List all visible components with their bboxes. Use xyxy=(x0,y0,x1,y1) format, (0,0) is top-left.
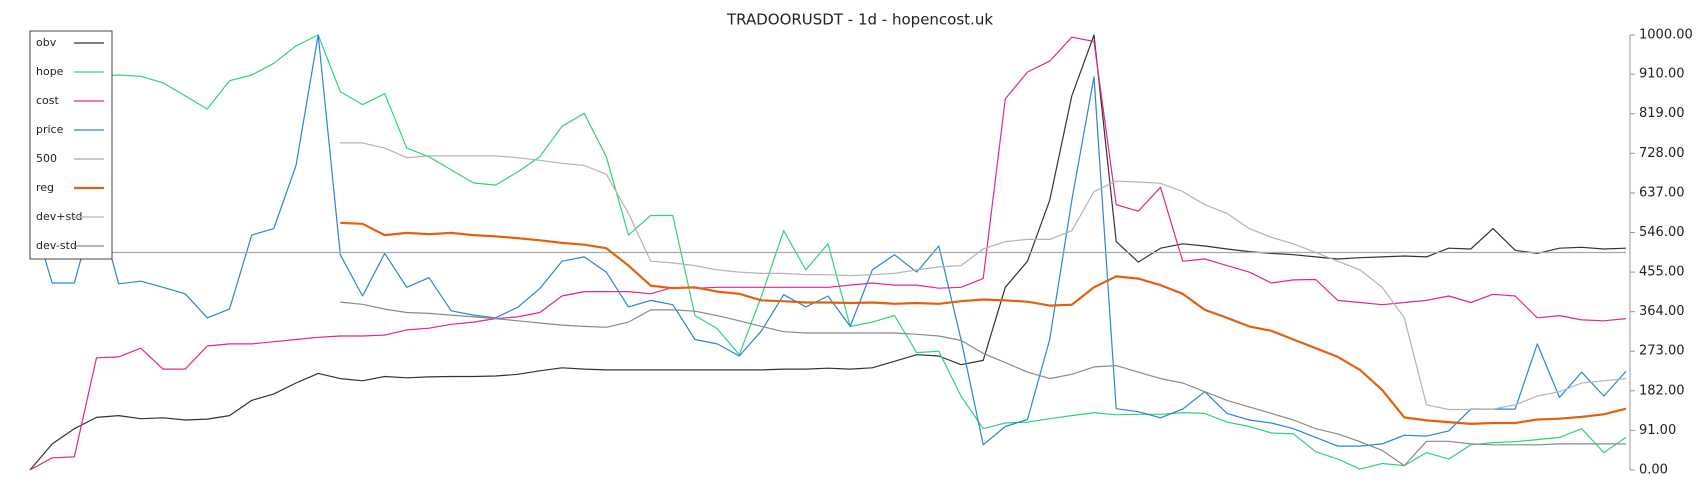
series-line xyxy=(340,221,1627,425)
y-tick-label: 91.00 xyxy=(1639,423,1676,438)
legend-label: reg xyxy=(36,181,54,194)
series-line xyxy=(29,34,1627,447)
y-tick-label: 455.00 xyxy=(1639,265,1685,280)
y-tick-label: 637.00 xyxy=(1639,185,1685,200)
legend-label: dev-std xyxy=(36,239,77,252)
y-tick-label: 910.00 xyxy=(1639,67,1685,82)
y-tick-label: 819.00 xyxy=(1639,106,1685,121)
y-tick-label: 182.00 xyxy=(1639,383,1685,398)
legend-label: price xyxy=(36,123,64,136)
legend-box xyxy=(29,30,113,260)
series-line xyxy=(29,34,1627,471)
series-line xyxy=(29,36,1627,471)
legend-label: 500 xyxy=(36,152,57,165)
series-line xyxy=(340,301,1626,467)
y-tick-label: 546.00 xyxy=(1639,225,1685,240)
series-line xyxy=(29,34,1627,470)
chart-title: TRADOORUSDT - 1d - hopencost.uk xyxy=(726,11,993,29)
y-tick-label: 1000.00 xyxy=(1639,28,1693,43)
series-line xyxy=(340,142,1627,411)
legend-label: hope xyxy=(36,65,64,78)
y-tick-label: 273.00 xyxy=(1639,344,1685,359)
legend-label: cost xyxy=(36,94,60,107)
legend: obv hope cost price 500 reg dev+std dev-std xyxy=(29,30,113,260)
y-tick-label: 364.00 xyxy=(1639,304,1685,319)
legend-label: dev+std xyxy=(36,210,83,223)
y-tick-label: 728.00 xyxy=(1639,146,1685,161)
legend-label: obv xyxy=(36,36,57,49)
y-tick-label: 0.00 xyxy=(1639,463,1668,478)
